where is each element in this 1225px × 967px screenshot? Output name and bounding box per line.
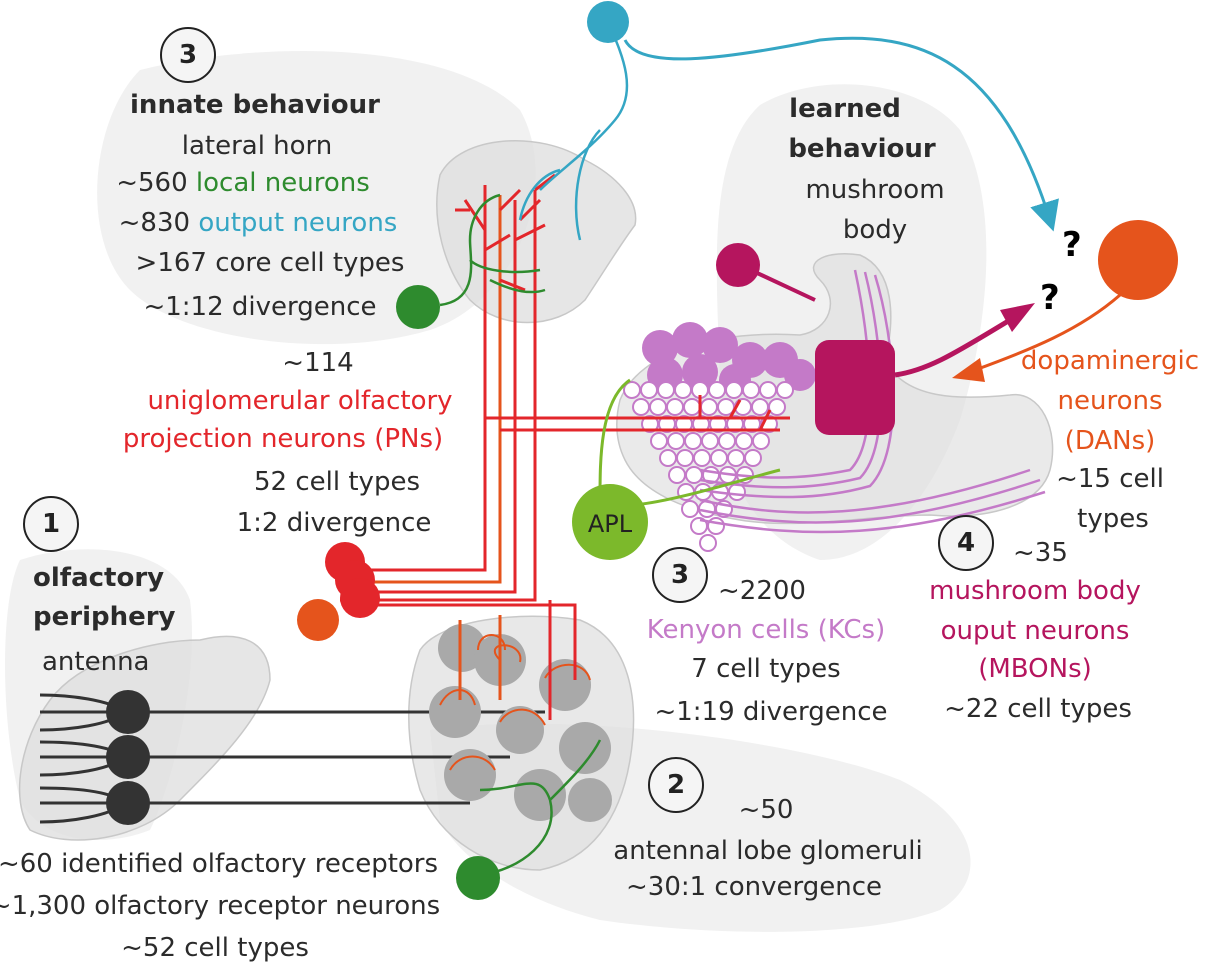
pn-label-line1: uniglomerular olfactory <box>147 386 453 416</box>
kc-divergence: ~1:19 divergence <box>654 697 888 727</box>
lh-output-neuron-neurite <box>518 21 629 241</box>
mushroom-body-label-line1: mushroom <box>805 175 945 205</box>
periphery-step-badge: 1 <box>23 496 79 552</box>
learned-title-line1: learned <box>789 94 901 124</box>
kenyon-cell-soma-cluster <box>642 322 816 396</box>
on-label: output neurons <box>198 208 398 238</box>
help-question-icon: ? <box>1062 225 1082 265</box>
lh-core-types: >167 core cell types <box>135 248 405 278</box>
mbon-soma <box>716 243 760 287</box>
mbon-label-line3: (MBONs) <box>978 654 1092 684</box>
pn-cell-types: 52 cell types <box>254 467 420 497</box>
dan-types-line1: ~15 cell <box>1056 464 1164 494</box>
kc-label: Kenyon cells (KCs) <box>646 615 886 645</box>
mbon-step-badge: 4 <box>938 515 994 571</box>
periphery-receptors-stat: ~60 identified olfactory receptors <box>0 849 439 879</box>
mushroom-body-label-line2: body <box>842 215 908 245</box>
pn-kc-calyx-branches <box>698 395 772 431</box>
help-question-icon: ? <box>1040 278 1060 318</box>
mbon-arrowhead <box>1000 303 1035 332</box>
dan-soma <box>1098 220 1178 300</box>
innate-step-badge: 3 <box>160 27 216 83</box>
pn-somas <box>297 542 380 641</box>
mbon-compartment <box>815 340 895 435</box>
al-glomeruli-label: antennal lobe glomeruli <box>613 836 923 866</box>
periphery-orn-stat: ~1,300 olfactory receptor neurons <box>0 891 441 921</box>
al-convergence: ~30:1 convergence <box>625 872 883 902</box>
dan-label-line1: dopaminergic <box>1020 346 1200 376</box>
innate-title: innate behaviour <box>130 90 380 120</box>
dan-label-line2: neurons <box>1057 386 1163 416</box>
periphery-cell-types: ~52 cell types <box>121 933 309 963</box>
kc-step-badge: 3 <box>652 547 708 603</box>
dan-arrowhead <box>952 358 985 382</box>
learned-title-line2: behaviour <box>788 134 936 164</box>
dan-output-arrow <box>974 293 1121 372</box>
on-count: ~830 <box>118 208 191 238</box>
pn-count: ~114 <box>282 348 354 378</box>
al-local-neuron-neurite <box>479 739 602 877</box>
al-local-neuron-soma <box>456 856 500 900</box>
pn-divergence: 1:2 divergence <box>236 508 432 538</box>
output-neurons-stat: ~830 output neurons <box>119 210 398 236</box>
antennal-lobe-step-badge: 2 <box>648 757 704 813</box>
kc-cell-types: 7 cell types <box>691 654 841 684</box>
mbon-count: ~35 <box>1013 538 1068 568</box>
antennal-lobe-glomeruli <box>429 624 612 822</box>
lh-local-neuron-soma <box>396 285 440 329</box>
kc-count: ~2200 <box>718 576 806 606</box>
lh-output-to-question-arrow <box>623 36 1059 232</box>
al-glomeruli-count: ~50 <box>738 795 794 825</box>
apl-soma <box>572 484 648 560</box>
periphery-title-line1: olfactory <box>33 563 165 593</box>
mbon-label-line2: ouput neurons <box>940 616 1130 646</box>
kc-axon-tracts <box>699 269 1046 534</box>
lateral-horn-label: lateral horn <box>181 131 333 161</box>
pn-label-line2: projection neurons (PNs) <box>122 424 444 454</box>
antenna-label: antenna <box>42 647 150 677</box>
local-neurons-stat: ~560 local neurons <box>116 170 370 196</box>
innate-region-background <box>97 50 536 345</box>
mbon-output-arrow <box>894 317 1012 378</box>
projection-neuron-axons <box>340 185 790 720</box>
ln-label: local neurons <box>195 168 370 198</box>
dan-label-line3: (DANs) <box>1064 426 1156 456</box>
apl-label: APL <box>587 510 633 538</box>
mbon-label-line1: mushroom body <box>929 576 1141 606</box>
pn-glomerular-dendrites <box>439 634 591 771</box>
periphery-title-line2: periphery <box>33 602 176 632</box>
dan-types-line2: types <box>1077 504 1149 534</box>
mbon-cell-types: ~22 cell types <box>944 694 1132 724</box>
lh-local-neuron-neurite <box>439 193 546 307</box>
lh-divergence: ~1:12 divergence <box>143 292 377 322</box>
lh-output-neuron-soma <box>587 1 629 43</box>
orn-somas <box>106 690 150 825</box>
ln-count: ~560 <box>116 168 188 198</box>
